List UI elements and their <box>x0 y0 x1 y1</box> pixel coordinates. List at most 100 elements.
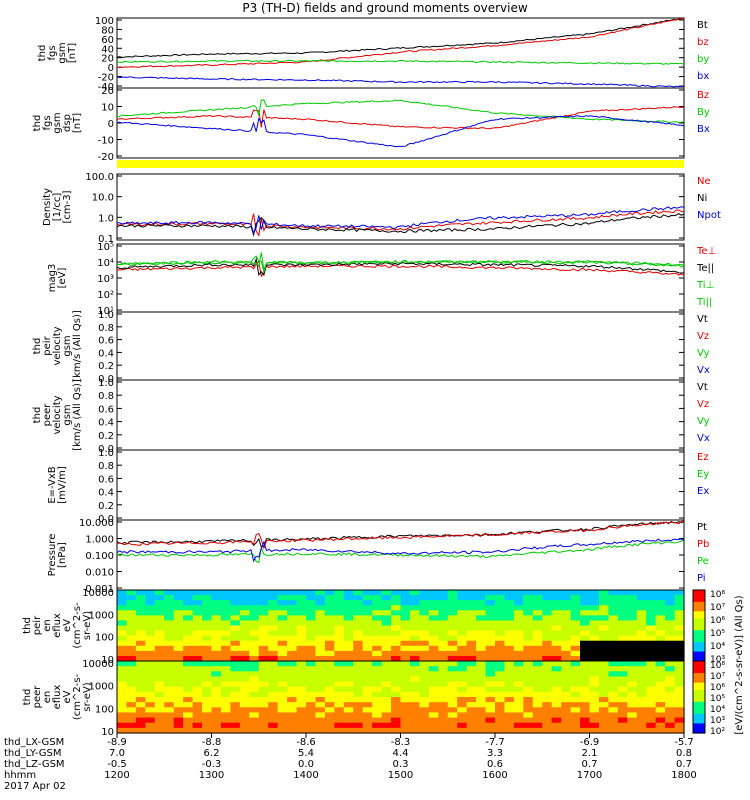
spec-cell <box>495 727 506 734</box>
spec-cell <box>268 645 279 652</box>
spec-cell <box>183 702 194 708</box>
spec-cell <box>296 590 307 596</box>
spec-cell <box>504 640 515 647</box>
legend-entry: Vy <box>697 416 710 427</box>
colorbar-cell <box>693 637 705 641</box>
spec-cell <box>135 712 146 719</box>
spec-cell <box>315 666 326 672</box>
spec-cell <box>542 650 553 657</box>
spec-cell <box>636 707 647 714</box>
spec-cell <box>362 717 373 724</box>
colorbar-cell <box>693 680 705 684</box>
spec-cell <box>154 691 165 698</box>
spec-cell <box>268 697 279 703</box>
spec-cell <box>164 671 175 678</box>
spec-cell <box>183 645 194 652</box>
spec-cell <box>617 640 628 647</box>
spec-cell <box>268 707 279 714</box>
spec-cell <box>400 661 411 667</box>
spec-cell <box>145 666 156 672</box>
spec-cell <box>220 630 231 637</box>
spec-cell <box>381 661 392 667</box>
spec-cell <box>296 600 307 606</box>
spec-cell <box>343 610 354 616</box>
spec-cell <box>532 610 543 616</box>
spec-cell <box>457 655 468 662</box>
spec-cell <box>419 600 430 606</box>
spec-cell <box>211 661 222 667</box>
spec-cell <box>665 600 676 606</box>
spec-cell <box>523 712 534 719</box>
spec-cell <box>627 620 638 627</box>
spec-cell <box>646 707 657 714</box>
spec-cell <box>117 691 128 698</box>
spec-cell <box>258 681 269 688</box>
x-value-label: 1200 <box>104 770 129 781</box>
spec-cell <box>249 605 260 611</box>
legend-entry: Npot <box>697 210 721 221</box>
spec-cell <box>495 595 506 601</box>
spec-cell <box>551 712 562 719</box>
spec-cell <box>438 686 449 693</box>
spec-cell <box>495 712 506 719</box>
spec-cell <box>211 625 222 632</box>
spec-cell <box>324 712 335 719</box>
spec-cell <box>277 620 288 627</box>
spec-cell <box>570 686 581 693</box>
spec-cell <box>324 727 335 734</box>
spec-cell <box>598 697 609 703</box>
spec-cell <box>598 691 609 698</box>
spec-cell <box>551 686 562 693</box>
spec-cell <box>674 712 685 719</box>
spec-cell <box>211 620 222 627</box>
x-value-label: -8.8 <box>202 737 222 748</box>
x-row-label: 2017 Apr 02 <box>4 781 66 792</box>
spec-cell <box>674 655 685 662</box>
spec-cell <box>400 722 411 729</box>
spec-cell <box>220 620 231 627</box>
spec-cell <box>598 661 609 667</box>
spec-cell <box>646 630 657 637</box>
spec-cell <box>513 686 524 693</box>
spec-cell <box>135 676 146 683</box>
spec-cell <box>400 640 411 647</box>
spec-cell <box>306 676 317 683</box>
spec-cell <box>277 655 288 662</box>
spec-cell <box>249 686 260 693</box>
series-Bt <box>117 18 684 58</box>
colorbar-cell <box>693 597 705 601</box>
spec-cell <box>428 625 439 632</box>
spec-cell <box>362 722 373 729</box>
spec-cell <box>438 620 449 627</box>
spec-cell <box>334 707 345 714</box>
spec-cell <box>504 712 515 719</box>
spec-cell <box>154 645 165 652</box>
spec-cell <box>239 697 250 703</box>
spec-cell <box>324 630 335 637</box>
series-Ti|| <box>117 255 684 275</box>
spec-cell <box>202 681 213 688</box>
spec-cell <box>145 681 156 688</box>
spec-cell <box>485 697 496 703</box>
spec-cell <box>438 600 449 606</box>
spec-cell <box>655 620 666 627</box>
spec-cell <box>296 722 307 729</box>
spec-cell <box>126 645 137 652</box>
spec-cell <box>665 686 676 693</box>
spec-cell <box>627 712 638 719</box>
spec-cell <box>409 650 420 657</box>
spec-cell <box>513 676 524 683</box>
spec-cell <box>627 595 638 601</box>
spec-cell <box>532 676 543 683</box>
spec-cell <box>627 615 638 622</box>
spec-cell <box>447 712 458 719</box>
spec-cell <box>466 676 477 683</box>
spec-cell <box>561 610 572 616</box>
colorbar-cell <box>693 625 705 629</box>
spec-cell <box>617 610 628 616</box>
spec-cell <box>447 635 458 642</box>
colorbar-cell <box>693 613 705 617</box>
spec-cell <box>249 635 260 642</box>
spec-cell <box>173 630 184 637</box>
spec-cell <box>135 707 146 714</box>
